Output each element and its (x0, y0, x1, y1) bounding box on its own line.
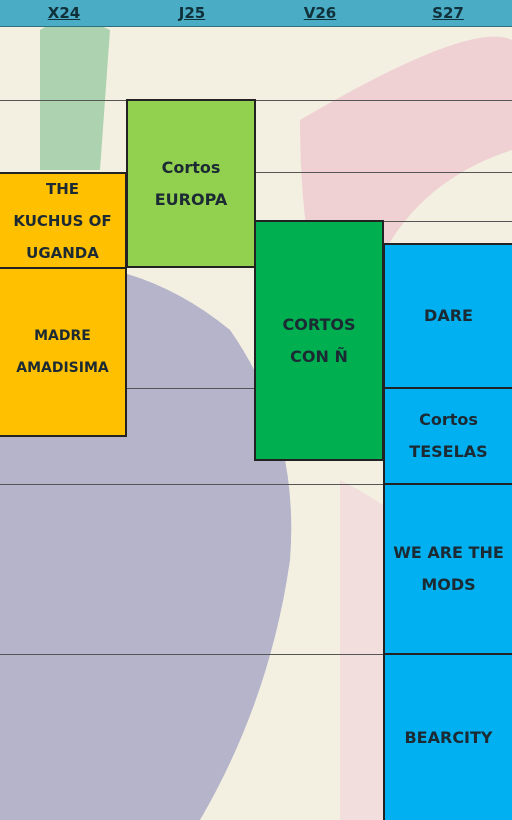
day-label: X24 (47, 4, 81, 22)
event-title: CORTOS (282, 314, 356, 334)
row-line (0, 100, 512, 101)
day-label: V26 (303, 4, 337, 22)
event-block: Cortos EUROPA (126, 99, 256, 268)
row-line (0, 654, 385, 655)
row-line (255, 172, 512, 173)
day-label: S27 (432, 4, 464, 22)
event-title: WE ARE THE (393, 543, 504, 562)
event-block: Cortos TESELAS (383, 387, 512, 485)
event-title: Cortos (419, 410, 478, 429)
event-block: THE KUCHUS OF UGANDA (0, 172, 127, 269)
event-block: MADRE AMADISIMA (0, 267, 127, 437)
row-line (383, 221, 512, 222)
day-header: X24 J25 V26 S27 (0, 0, 512, 27)
event-title: CON Ñ (290, 346, 348, 366)
event-title: UGANDA (26, 243, 99, 262)
event-block: WE ARE THE MODS (383, 483, 512, 655)
row-line (127, 388, 257, 389)
event-title: BEARCITY (404, 728, 493, 747)
event-title: AMADISIMA (16, 360, 109, 376)
event-title: DARE (424, 306, 473, 325)
event-title: THE (45, 179, 80, 198)
day-label: J25 (178, 4, 206, 22)
event-title: KUCHUS OF (13, 211, 112, 230)
event-block: CORTOS CON Ñ (254, 220, 384, 461)
event-title: EUROPA (154, 189, 228, 209)
event-block: BEARCITY (383, 653, 512, 820)
event-title: TESELAS (409, 442, 488, 461)
event-title: MADRE (34, 328, 91, 344)
row-line (0, 484, 385, 485)
event-title: Cortos (161, 157, 221, 177)
event-title: MODS (421, 575, 476, 594)
event-block: DARE (383, 243, 512, 389)
